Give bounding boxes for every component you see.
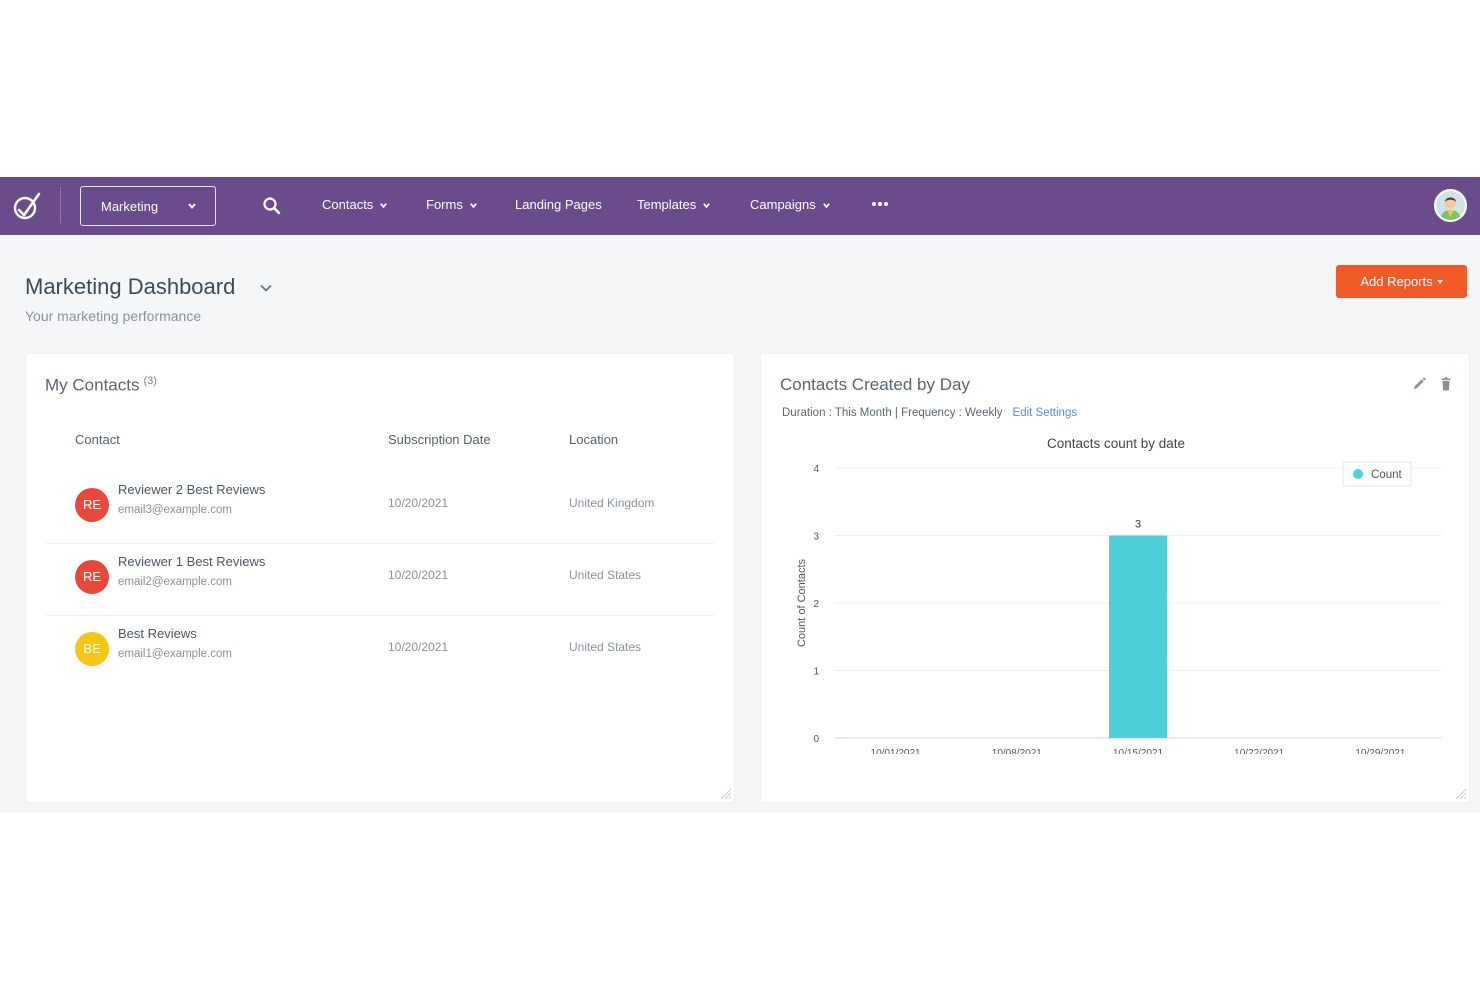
add-reports-button[interactable]: Add Reports [1336,265,1467,298]
resize-handle-icon[interactable] [718,786,732,800]
chevron-down-icon [822,203,830,209]
caret-down-icon [1436,280,1443,284]
chart-title: Contacts count by date [1047,436,1185,451]
subscription-date: 10/20/2021 [388,496,449,510]
contact-email: email1@example.com [118,648,232,660]
pencil-icon[interactable] [1411,376,1427,392]
column-header-contact[interactable]: Contact [75,432,120,447]
x-tick-label: 10/01/2021 [871,748,921,754]
add-reports-label: Add Reports [1360,274,1433,289]
x-tick-label: 10/29/2021 [1355,748,1405,754]
legend-swatch [1353,469,1363,479]
chevron-down-icon [469,203,477,209]
nav-landing-pages[interactable]: Landing Pages [515,197,602,212]
y-axis-label: Count of Contacts [796,558,808,647]
data-label: 3 [1135,519,1141,531]
table-row[interactable]: RE Reviewer 1 Best Reviews email2@exampl… [46,544,714,616]
contact-name[interactable]: Reviewer 1 Best Reviews [118,554,266,569]
table-row[interactable]: BE Best Reviews email1@example.com 10/20… [46,616,714,688]
table-row[interactable]: RE Reviewer 2 Best Reviews email3@exampl… [46,472,714,544]
chart-settings-line: Duration : This Month | Frequency : Week… [782,407,1077,419]
y-tick-label: 3 [813,532,819,543]
page-subtitle: Your marketing performance [25,308,202,324]
nav-contacts[interactable]: Contacts [322,197,388,212]
nav-forms-label: Forms [426,197,463,212]
y-tick-label: 2 [813,599,819,610]
chart-settings-text: Duration : This Month | Frequency : Week… [782,407,1003,419]
nav-divider [60,187,61,223]
search-icon[interactable] [262,196,282,216]
user-avatar-icon [1436,191,1465,220]
subscription-date: 10/20/2021 [388,640,449,654]
chevron-down-icon [188,203,196,210]
x-tick-label: 10/22/2021 [1234,748,1284,754]
nav-templates[interactable]: Templates [637,197,711,212]
ellipsis-icon[interactable] [870,197,890,211]
contact-location: United Kingdom [569,496,655,510]
chevron-down-icon [703,203,711,209]
subscription-date: 10/20/2021 [388,568,449,582]
legend-label: Count [1371,469,1402,481]
contact-location: United States [569,640,642,654]
avatar: RE [75,488,109,522]
resize-handle-icon[interactable] [1453,786,1467,800]
y-tick-label: 1 [813,667,819,678]
chevron-down-icon [380,203,388,209]
nav-campaigns-label: Campaigns [750,197,816,212]
chevron-down-icon[interactable] [259,283,273,293]
column-header-subscription-date[interactable]: Subscription Date [388,432,491,447]
app-root: Marketing Contacts Forms Landing Pages T… [0,177,1480,813]
y-tick-label: 4 [813,464,819,475]
my-contacts-title-text: My Contacts [45,375,140,395]
contact-location: United States [569,568,642,582]
contacts-bar-chart: Contacts count by date 0 1 2 3 4 Count of Cont… [796,436,1441,754]
contacts-created-card: Contacts Created by Day Duration : This … [760,353,1470,803]
x-tick-label: 10/08/2021 [992,748,1042,754]
app-selector-label: Marketing [101,199,159,214]
page-title: Marketing Dashboard [25,274,236,299]
x-tick-label: 10/15/2021 [1113,748,1163,754]
my-contacts-title: My Contacts (3) [45,375,157,396]
top-nav: Marketing Contacts Forms Landing Pages T… [0,177,1480,235]
user-avatar[interactable] [1434,189,1467,222]
contact-email: email3@example.com [118,504,232,516]
contacts-count: (3) [143,375,157,387]
nav-forms[interactable]: Forms [426,197,478,212]
contact-name[interactable]: Reviewer 2 Best Reviews [118,482,266,497]
avatar: BE [75,632,109,666]
bar [1109,535,1167,738]
app-selector-dropdown[interactable]: Marketing [80,186,216,226]
contact-name[interactable]: Best Reviews [118,626,197,641]
my-contacts-card: My Contacts (3) Contact Subscription Date… [25,353,735,803]
y-tick-label: 0 [813,734,819,745]
avatar: RE [75,560,109,594]
brand-logo-icon[interactable] [11,190,43,222]
column-header-location[interactable]: Location [569,432,619,447]
nav-campaigns[interactable]: Campaigns [750,197,831,212]
contact-email: email2@example.com [118,576,232,588]
trash-icon[interactable] [1438,376,1454,392]
nav-landing-pages-label: Landing Pages [515,197,602,212]
edit-settings-link[interactable]: Edit Settings [1012,407,1078,419]
nav-templates-label: Templates [637,197,697,212]
nav-contacts-label: Contacts [322,197,374,212]
chart-card-title: Contacts Created by Day [780,375,970,394]
